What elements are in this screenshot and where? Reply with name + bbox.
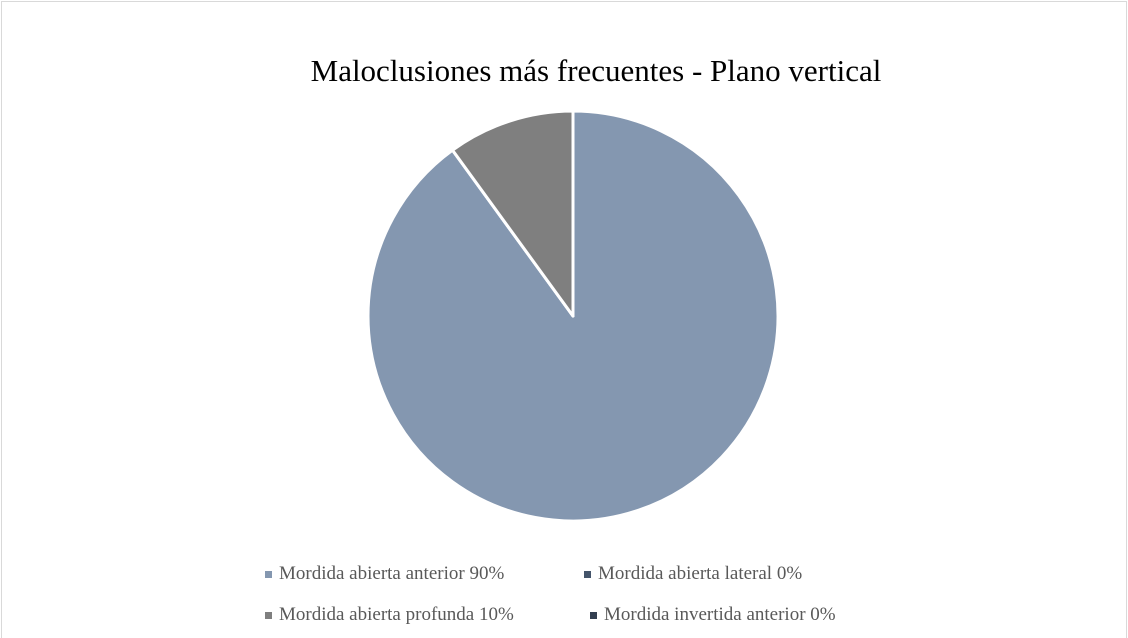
- legend-label: Mordida invertida anterior 0%: [604, 604, 836, 625]
- legend-name: Mordida abierta profunda: [279, 604, 475, 625]
- legend-value: 90%: [469, 563, 504, 584]
- legend-label: Mordida abierta profunda 10%: [279, 604, 514, 625]
- legend-value: 0%: [777, 563, 803, 584]
- pie-slice: [451, 109, 575, 318]
- legend-marker: [590, 612, 597, 619]
- legend-name: Mordida invertida anterior: [604, 604, 806, 625]
- legend-value: 10%: [479, 604, 514, 625]
- legend-name: Mordida abierta lateral: [598, 563, 772, 584]
- legend-label: Mordida abierta lateral 0%: [598, 563, 802, 584]
- legend-marker: [265, 571, 272, 578]
- legend-name: Mordida abierta anterior: [279, 563, 465, 584]
- legend-marker: [584, 571, 591, 578]
- legend-label: Mordida abierta anterior 90%: [279, 563, 504, 584]
- legend-marker: [265, 612, 272, 619]
- legend-value: 0%: [810, 604, 836, 625]
- chart-title: Maloclusiones más frecuentes - Plano ver…: [311, 53, 882, 88]
